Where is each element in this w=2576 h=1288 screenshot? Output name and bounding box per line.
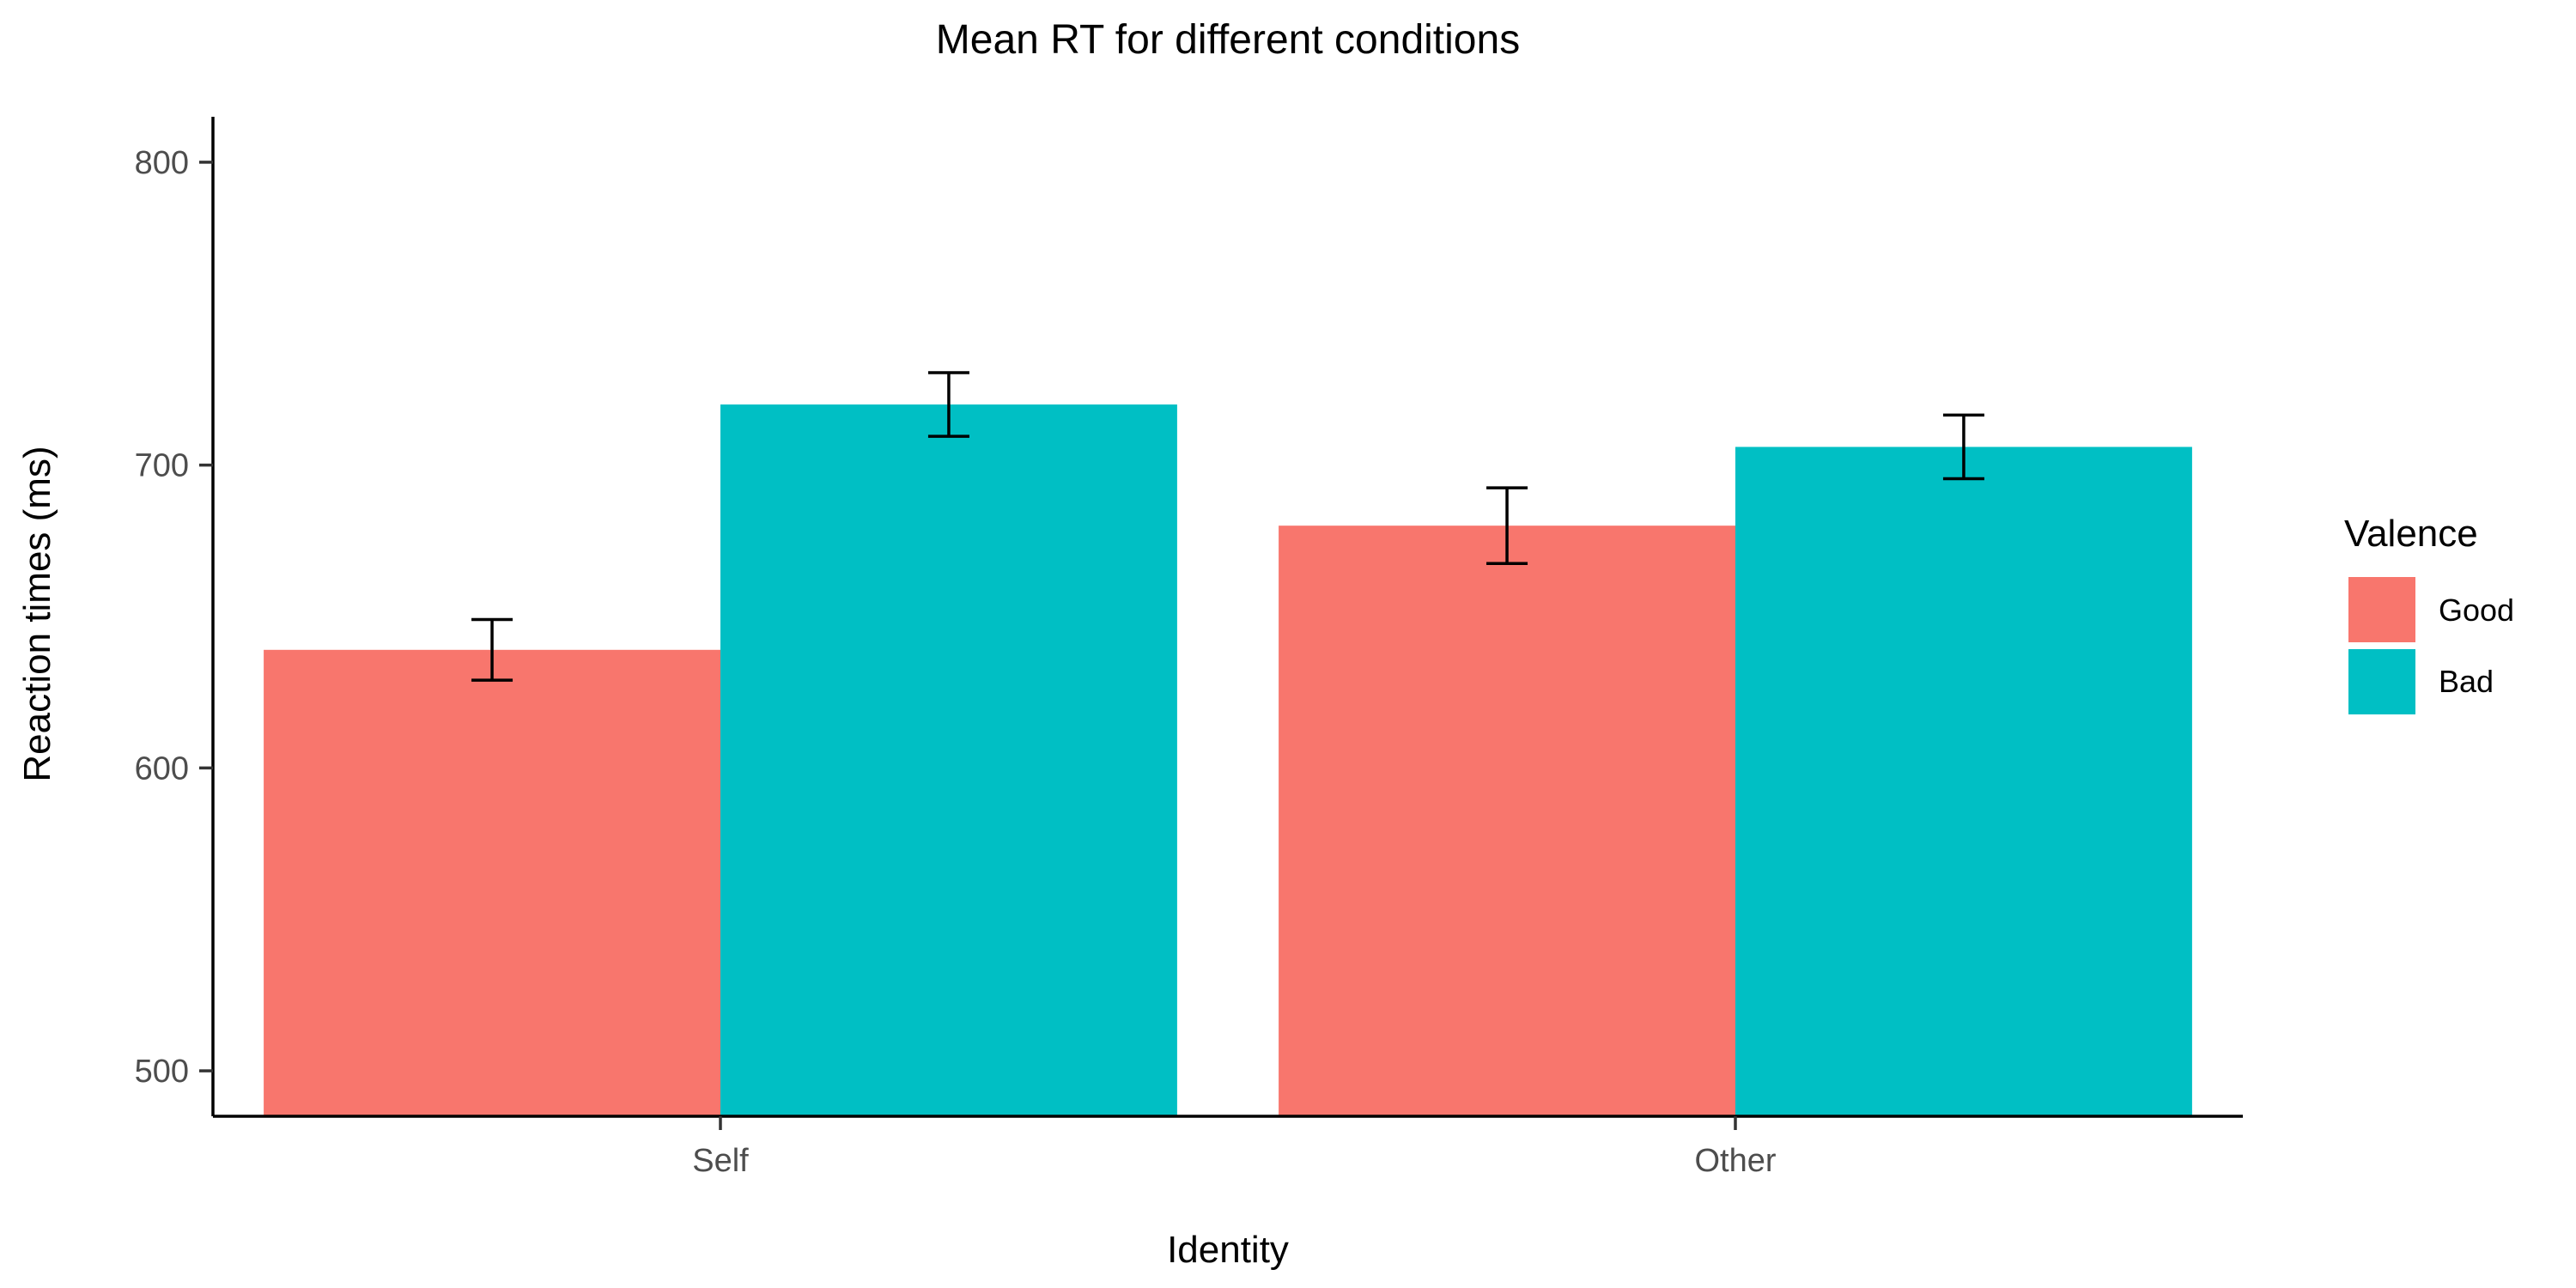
legend: Valence Good Bad bbox=[2344, 513, 2514, 714]
bar-other-bad bbox=[1735, 447, 2192, 1116]
legend-title: Valence bbox=[2344, 513, 2478, 555]
x-axis-title: Identity bbox=[1167, 1229, 1289, 1271]
y-tick-label: 600 bbox=[135, 750, 189, 787]
plot-area: 500 600 700 800 Self Other bbox=[135, 117, 2243, 1179]
y-tick-label: 700 bbox=[135, 448, 189, 484]
legend-label-good: Good bbox=[2439, 592, 2514, 628]
legend-label-bad: Bad bbox=[2439, 664, 2494, 699]
x-tick-label: Self bbox=[692, 1143, 749, 1179]
y-axis-title: Reaction times (ms) bbox=[16, 446, 58, 781]
x-tick-label: Other bbox=[1694, 1143, 1776, 1179]
y-tick-label: 500 bbox=[135, 1054, 189, 1090]
legend-key-good bbox=[2348, 577, 2415, 642]
legend-key-bad bbox=[2348, 649, 2415, 714]
chart-title: Mean RT for different conditions bbox=[936, 17, 1520, 63]
bar-self-good bbox=[264, 649, 721, 1116]
bar-self-bad bbox=[720, 404, 1177, 1116]
y-tick-label: 800 bbox=[135, 145, 189, 181]
bar-other-good bbox=[1279, 526, 1735, 1116]
